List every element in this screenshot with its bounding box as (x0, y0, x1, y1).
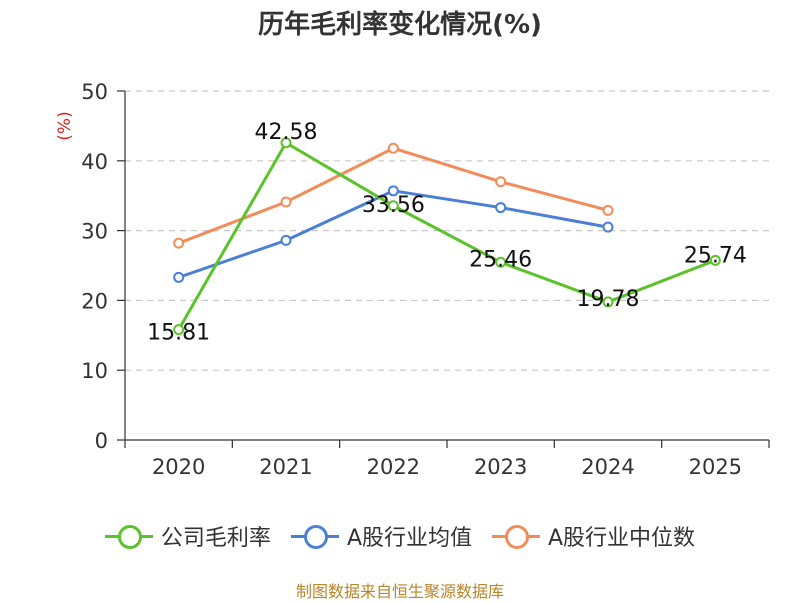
legend-label-industry-mean: A股行业均值 (346, 526, 472, 551)
data-point-2 (387, 142, 399, 154)
chart-title: 历年毛利率变化情况(%) (258, 10, 542, 40)
series-line-0 (177, 141, 716, 331)
data-label: 25.46 (469, 247, 532, 272)
legend-item-industry-median[interactable]: A股行业中位数 (492, 520, 695, 552)
data-point-1 (280, 234, 292, 246)
y-tick-label: 30 (81, 220, 108, 244)
legend-label-industry-median: A股行业中位数 (548, 526, 696, 551)
data-point-0 (602, 296, 614, 308)
x-tick-label: 2024 (581, 455, 634, 479)
data-point-0 (495, 256, 507, 268)
x-tick-label: 2022 (367, 455, 420, 479)
data-point-2 (602, 204, 614, 216)
data-point-0 (280, 137, 292, 149)
legend-label-company: 公司毛利率 (160, 526, 271, 551)
data-point-0 (709, 254, 721, 266)
x-tick-label: 2025 (689, 455, 742, 479)
y-tick-label: 40 (81, 150, 108, 174)
chart-legend: 公司毛利率 A股行业均值 A股行业中位数 (0, 520, 800, 552)
data-point-1 (602, 221, 614, 233)
data-label: 25.74 (684, 243, 747, 268)
data-label: 19.78 (577, 287, 640, 312)
y-tick-label: 50 (81, 80, 108, 104)
data-point-0 (387, 200, 399, 212)
data-point-1 (173, 271, 185, 283)
x-tick-label: 2023 (474, 455, 527, 479)
y-tick-label: 0 (95, 429, 108, 453)
x-tick-label: 2020 (152, 455, 205, 479)
data-point-1 (387, 185, 399, 197)
data-point-2 (173, 237, 185, 249)
data-point-2 (495, 176, 507, 188)
y-axis-label: (%) (55, 111, 75, 140)
data-point-0 (173, 324, 185, 336)
data-label: 42.58 (255, 120, 318, 145)
legend-swatch-industry-median (492, 524, 540, 549)
y-tick-label: 10 (81, 359, 108, 383)
x-tick-label: 2021 (259, 455, 312, 479)
y-tick-label: 20 (81, 289, 108, 313)
data-label: 15.81 (147, 321, 210, 346)
legend-item-industry-mean[interactable]: A股行业均值 (290, 520, 472, 552)
data-point-1 (495, 202, 507, 214)
legend-swatch-company (104, 524, 153, 549)
legend-item-company[interactable]: 公司毛利率 (104, 520, 271, 552)
data-point-2 (280, 196, 292, 208)
data-label: 33.56 (362, 193, 425, 218)
legend-swatch-industry-mean (290, 524, 339, 549)
data-source-note: 制图数据来自恒生聚源数据库 (295, 582, 504, 601)
